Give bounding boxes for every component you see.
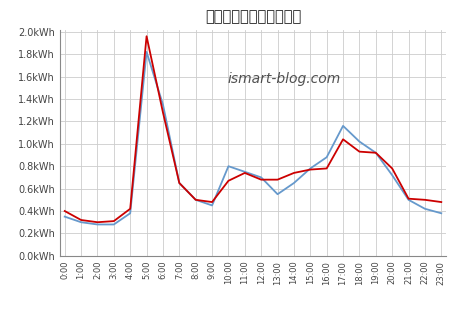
2016年06月 [258, 175, 263, 179]
2016年06月 [421, 207, 427, 211]
2017年06月 [291, 171, 296, 175]
2017年06月 [421, 198, 427, 202]
2016年06月 [144, 50, 149, 54]
2017年06月 [160, 111, 165, 114]
2016年06月 [95, 222, 100, 226]
2016年06月 [340, 124, 345, 128]
2016年06月 [225, 164, 231, 168]
2017年06月 [78, 218, 84, 222]
2017年06月 [144, 34, 149, 38]
2017年06月 [192, 198, 198, 202]
2016年06月 [62, 215, 67, 218]
2017年06月 [176, 181, 182, 185]
Line: 2016年06月: 2016年06月 [65, 52, 440, 224]
2017年06月 [340, 137, 345, 141]
2016年06月 [176, 181, 182, 185]
2016年06月 [356, 140, 361, 144]
2016年06月 [372, 151, 378, 155]
Text: ismart-blog.com: ismart-blog.com [227, 72, 340, 86]
2016年06月 [78, 220, 84, 224]
2017年06月 [258, 178, 263, 182]
2017年06月 [274, 178, 280, 182]
2017年06月 [127, 207, 133, 211]
Title: 時間帯別平均電気使用量: 時間帯別平均電気使用量 [204, 9, 301, 24]
2017年06月 [307, 168, 313, 172]
2017年06月 [225, 179, 231, 183]
2016年06月 [323, 155, 329, 159]
2016年06月 [389, 173, 394, 177]
2017年06月 [62, 209, 67, 213]
2017年06月 [437, 200, 443, 204]
2017年06月 [356, 150, 361, 154]
2017年06月 [389, 167, 394, 171]
2017年06月 [111, 219, 116, 223]
2017年06月 [323, 167, 329, 171]
2016年06月 [127, 211, 133, 215]
2017年06月 [372, 151, 378, 155]
2016年06月 [160, 103, 165, 107]
2016年06月 [307, 167, 313, 171]
2016年06月 [111, 222, 116, 226]
2016年06月 [241, 170, 247, 174]
2017年06月 [405, 197, 410, 201]
2017年06月 [95, 220, 100, 224]
2016年06月 [437, 211, 443, 215]
2016年06月 [405, 198, 410, 202]
2017年06月 [209, 200, 214, 204]
2016年06月 [274, 192, 280, 196]
2016年06月 [209, 203, 214, 207]
2016年06月 [291, 181, 296, 185]
2017年06月 [241, 171, 247, 175]
Line: 2017年06月: 2017年06月 [65, 36, 440, 222]
2016年06月 [192, 198, 198, 202]
